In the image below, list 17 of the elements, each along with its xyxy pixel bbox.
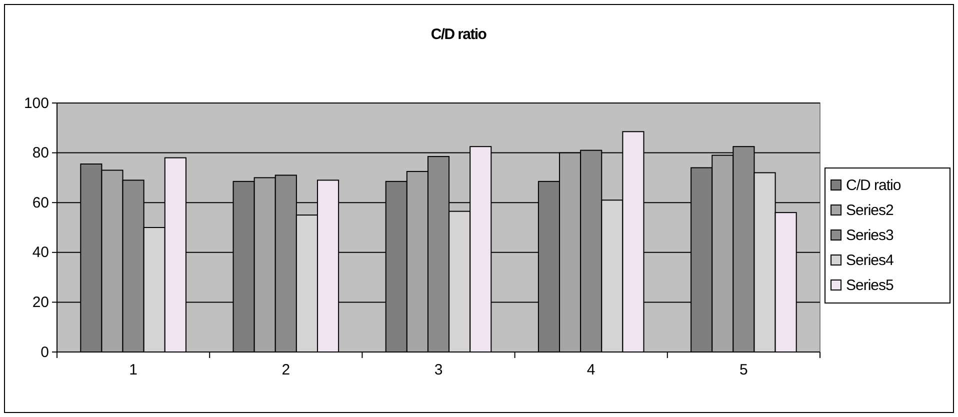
chart-title: C/D ratio bbox=[430, 26, 487, 43]
legend-label: Series2 bbox=[846, 202, 894, 219]
legend-label: Series4 bbox=[846, 252, 894, 269]
x-tick-label: 4 bbox=[586, 362, 596, 378]
y-tick-label: 80 bbox=[32, 144, 49, 162]
legend-label: C/D ratio bbox=[846, 177, 901, 194]
x-tick-label: 1 bbox=[129, 362, 138, 378]
y-tick-label: 60 bbox=[32, 194, 49, 212]
x-tick-label: 2 bbox=[282, 362, 290, 378]
y-tick-label: 20 bbox=[32, 294, 49, 311]
x-tick-label: 3 bbox=[434, 362, 443, 378]
y-tick-label: 40 bbox=[32, 244, 49, 262]
x-tick-label: 5 bbox=[740, 362, 748, 378]
y-tick-label: 0 bbox=[40, 344, 49, 361]
legend-label: Series5 bbox=[846, 277, 894, 294]
legend-label: Series3 bbox=[846, 227, 894, 244]
y-tick-label: 100 bbox=[24, 94, 49, 112]
